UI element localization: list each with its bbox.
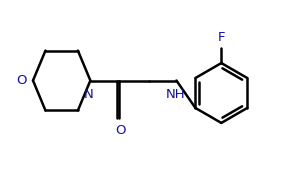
Text: N: N	[84, 87, 94, 100]
Text: O: O	[115, 124, 126, 137]
Text: F: F	[217, 31, 225, 44]
Text: NH: NH	[165, 88, 185, 101]
Text: O: O	[16, 74, 27, 87]
